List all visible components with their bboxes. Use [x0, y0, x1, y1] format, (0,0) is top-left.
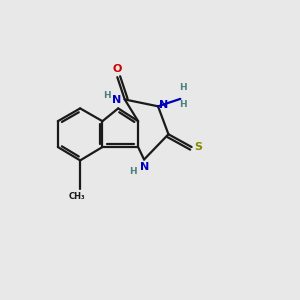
Text: N: N: [140, 162, 149, 172]
Text: H: H: [179, 100, 187, 109]
Text: O: O: [112, 64, 122, 74]
Text: H: H: [103, 91, 111, 100]
Text: CH₃: CH₃: [69, 192, 85, 201]
Text: H: H: [129, 167, 136, 176]
Text: N: N: [112, 95, 121, 105]
Text: S: S: [195, 142, 203, 152]
Text: N: N: [159, 100, 168, 110]
Text: H: H: [179, 83, 187, 92]
